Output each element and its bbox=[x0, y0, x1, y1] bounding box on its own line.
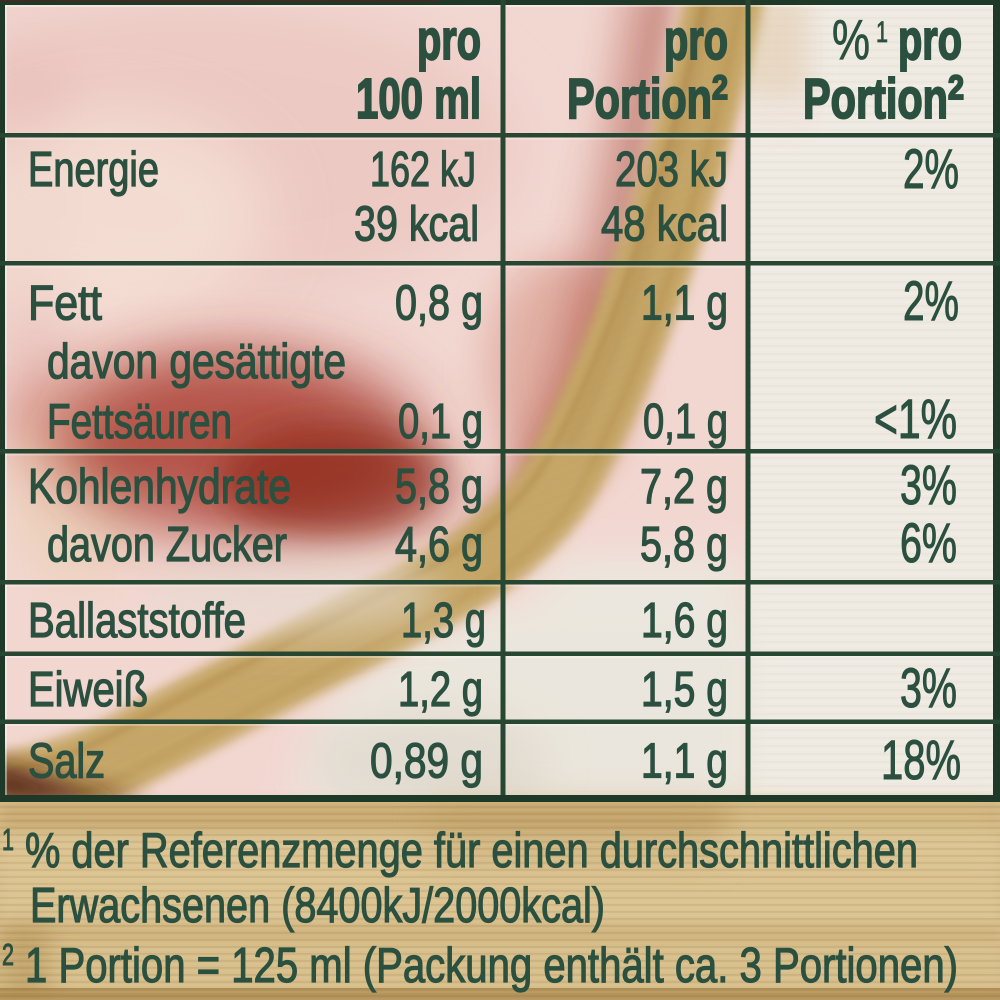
svg-text:3%: 3% bbox=[900, 453, 957, 516]
svg-text:5,8 g: 5,8 g bbox=[395, 460, 483, 514]
svg-text:1,1 g: 1,1 g bbox=[641, 735, 728, 789]
svg-text:Erwachsenen (8400kJ/2000kcal): Erwachsenen (8400kJ/2000kcal) bbox=[30, 879, 605, 933]
svg-text:18%: 18% bbox=[881, 728, 961, 791]
svg-text:203 kJ: 203 kJ bbox=[615, 143, 728, 197]
svg-text:<1%: <1% bbox=[874, 387, 957, 450]
svg-text:1: 1 bbox=[2, 822, 14, 857]
svg-text:2%: 2% bbox=[903, 269, 959, 332]
svg-text:1,1 g: 1,1 g bbox=[641, 277, 728, 331]
svg-text:5,8 g: 5,8 g bbox=[640, 518, 728, 572]
svg-text:3%: 3% bbox=[900, 656, 957, 719]
svg-text:6%: 6% bbox=[900, 511, 957, 574]
svg-text:1,5 g: 1,5 g bbox=[641, 663, 728, 717]
svg-text:pro: pro bbox=[664, 8, 728, 72]
svg-text:1 Portion = 125 ml (Packung en: 1 Portion = 125 ml (Packung enthält ca. … bbox=[25, 939, 958, 993]
svg-text:%: % bbox=[832, 8, 870, 72]
svg-text:Portion: Portion bbox=[803, 67, 948, 131]
svg-text:0,89 g: 0,89 g bbox=[370, 735, 483, 789]
svg-text:2%: 2% bbox=[903, 137, 959, 200]
svg-text:1,6 g: 1,6 g bbox=[641, 594, 728, 648]
svg-text:1: 1 bbox=[876, 16, 888, 49]
svg-text:100 ml: 100 ml bbox=[356, 67, 481, 131]
svg-text:48 kcal: 48 kcal bbox=[601, 198, 728, 252]
svg-text:Fettsäuren: Fettsäuren bbox=[47, 395, 232, 449]
svg-text:Energie: Energie bbox=[28, 143, 159, 197]
svg-text:Fett: Fett bbox=[28, 277, 102, 331]
svg-text:2: 2 bbox=[2, 937, 14, 972]
svg-text:39 kcal: 39 kcal bbox=[354, 198, 479, 252]
svg-text:2: 2 bbox=[712, 69, 728, 107]
svg-text:Portion: Portion bbox=[567, 67, 712, 131]
svg-text:davon Zucker: davon Zucker bbox=[47, 518, 287, 572]
svg-text:pro: pro bbox=[898, 8, 962, 72]
svg-text:7,2 g: 7,2 g bbox=[640, 460, 728, 514]
svg-text:2: 2 bbox=[948, 69, 964, 107]
svg-text:Kohlenhydrate: Kohlenhydrate bbox=[28, 460, 291, 514]
svg-text:4,6 g: 4,6 g bbox=[395, 518, 483, 572]
svg-text:1,3 g: 1,3 g bbox=[401, 594, 486, 648]
svg-text:davon gesättigte: davon gesättigte bbox=[47, 335, 346, 389]
svg-text:Salz: Salz bbox=[28, 735, 105, 789]
svg-text:162 kJ: 162 kJ bbox=[370, 143, 476, 197]
svg-text:pro: pro bbox=[417, 8, 481, 72]
svg-text:Eiweiß: Eiweiß bbox=[28, 663, 148, 717]
svg-text:0,1 g: 0,1 g bbox=[398, 395, 483, 449]
svg-text:% der Referenzmenge für einen: % der Referenzmenge für einen durchschni… bbox=[25, 824, 918, 878]
svg-text:1,2 g: 1,2 g bbox=[398, 663, 483, 717]
svg-text:0,1 g: 0,1 g bbox=[643, 395, 728, 449]
svg-text:0,8 g: 0,8 g bbox=[395, 277, 483, 331]
svg-text:Ballaststoffe: Ballaststoffe bbox=[28, 594, 246, 648]
